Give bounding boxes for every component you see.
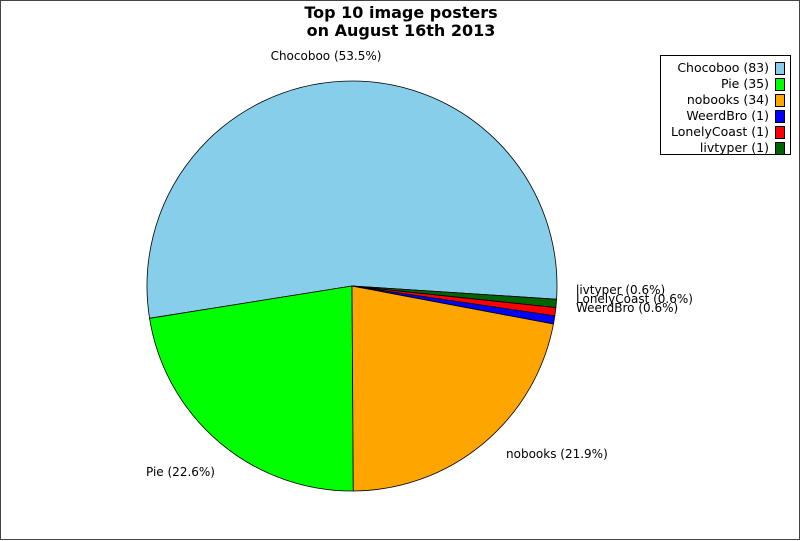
legend-item-pie: Pie (35) <box>661 76 785 92</box>
slice-label-lonelycoast: LonelyCoast (0.6%) <box>576 292 693 306</box>
legend-label: Chocoboo (83) <box>677 60 769 75</box>
slice-label-livtyper: livtyper (0.6%) <box>576 283 665 297</box>
legend-item-chocoboo: Chocoboo (83) <box>661 60 785 76</box>
legend-swatch <box>775 141 785 155</box>
legend-swatch <box>775 125 785 139</box>
pie-slice-livtyper <box>351 285 557 308</box>
legend-item-weerdbro: WeerdBro (1) <box>661 108 785 124</box>
slice-label-nobooks: nobooks (21.9%) <box>506 447 608 461</box>
legend-swatch <box>775 109 785 123</box>
pie-slice-chocoboo <box>146 80 558 319</box>
legend-item-lonelycoast: LonelyCoast (1) <box>661 124 785 140</box>
legend-item-nobooks: nobooks (34) <box>661 92 785 108</box>
pie-slice-pie <box>149 285 354 492</box>
legend-item-livtyper: livtyper (1) <box>661 140 785 156</box>
legend-label: WeerdBro (1) <box>686 108 769 123</box>
legend-swatch <box>775 77 785 91</box>
slice-label-pie: Pie (22.6%) <box>146 465 215 479</box>
legend-label: Pie (35) <box>720 76 769 91</box>
legend-swatch <box>775 61 785 75</box>
chart-title-line-2: on August 16th 2013 <box>306 21 496 40</box>
legend-label: LonelyCoast (1) <box>670 124 769 139</box>
chart-title: Top 10 image posters on August 16th 2013 <box>1 4 800 40</box>
legend: Chocoboo (83) Pie (35) nobooks (34) WeerdBr… <box>660 55 791 155</box>
chart-title-line-1: Top 10 image posters <box>304 3 498 22</box>
legend-label: livtyper (1) <box>699 140 769 155</box>
slice-label-weerdbro: WeerdBro (0.6%) <box>576 301 678 315</box>
legend-swatch <box>775 93 785 107</box>
slice-label-chocoboo: Chocoboo (53.5%) <box>271 49 382 63</box>
pie-slice-nobooks <box>351 285 554 492</box>
legend-label: nobooks (34) <box>686 92 769 107</box>
